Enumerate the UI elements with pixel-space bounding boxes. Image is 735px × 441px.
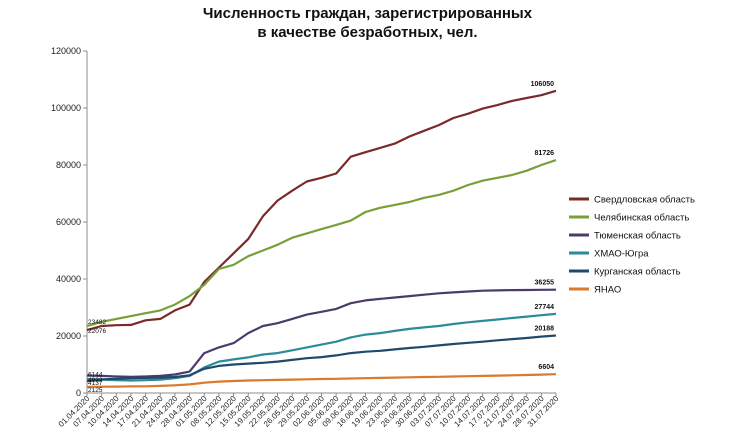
x-axis-ticks: 01.04.202007.04.202010.04.202014.04.2020… <box>57 393 561 429</box>
legend-label: Челябинская область <box>594 213 689 224</box>
legend-label: ХМАО-Югра <box>594 249 649 260</box>
series-line-1 <box>86 159 557 328</box>
y-tick-label: 60000 <box>56 217 81 227</box>
y-axis-ticks: 0 20000 40000 60000 80000 100000 120000 <box>51 46 87 398</box>
y-tick-label: 20000 <box>56 331 81 341</box>
series-end-label-4: 20188 <box>535 325 555 332</box>
series-line-5 <box>86 373 557 388</box>
series-start-label-5: 2125 <box>88 387 103 394</box>
legend-label: Свердловская область <box>594 195 695 206</box>
series-labels: 106050 22076 81726 23482 36255 6144 27744 4932 2… <box>88 81 554 394</box>
series-start-label-1: 23482 <box>88 319 106 326</box>
series-end-label-2: 36255 <box>535 280 555 287</box>
series-start-label-4: 4137 <box>88 380 103 387</box>
legend-label: ЯНАО <box>594 285 621 296</box>
y-tick-label: 80000 <box>56 160 81 170</box>
chart-legend: Свердловская область Челябинская область Т… <box>569 195 695 296</box>
legend-item-5: ЯНАО <box>569 285 621 296</box>
series-line-4 <box>86 334 557 383</box>
legend-label: Курганская область <box>594 267 681 278</box>
series-end-label-1: 81726 <box>535 150 555 157</box>
series-lines <box>86 89 557 388</box>
chart-title-line-2: в качестве безработных, чел. <box>257 24 478 41</box>
series-line-2 <box>86 288 557 378</box>
series-line-3 <box>86 312 557 382</box>
series-start-label-3: 4932 <box>88 377 103 384</box>
series-end-label-0: 106050 <box>531 81 554 88</box>
series-end-label-5: 6604 <box>538 364 554 371</box>
legend-item-2: Тюменская область <box>569 231 681 242</box>
y-tick-label: 0 <box>76 388 81 398</box>
y-tick-label: 40000 <box>56 274 81 284</box>
legend-item-4: Курганская область <box>569 267 681 278</box>
legend-item-1: Челябинская область <box>569 213 689 224</box>
chart-title-line-1: Численность граждан, зарегистрированных <box>202 5 533 22</box>
series-start-label-0: 22076 <box>88 328 106 335</box>
legend-item-0: Свердловская область <box>569 195 695 206</box>
series-line-0 <box>86 89 557 332</box>
y-tick-label: 120000 <box>51 46 81 56</box>
chart-title: Численность граждан, зарегистрированных … <box>0 4 735 42</box>
series-end-label-3: 27744 <box>535 304 555 311</box>
legend-item-3: ХМАО-Югра <box>569 249 649 260</box>
legend-label: Тюменская область <box>594 231 681 242</box>
y-tick-label: 100000 <box>51 103 81 113</box>
series-start-label-2: 6144 <box>88 371 103 378</box>
